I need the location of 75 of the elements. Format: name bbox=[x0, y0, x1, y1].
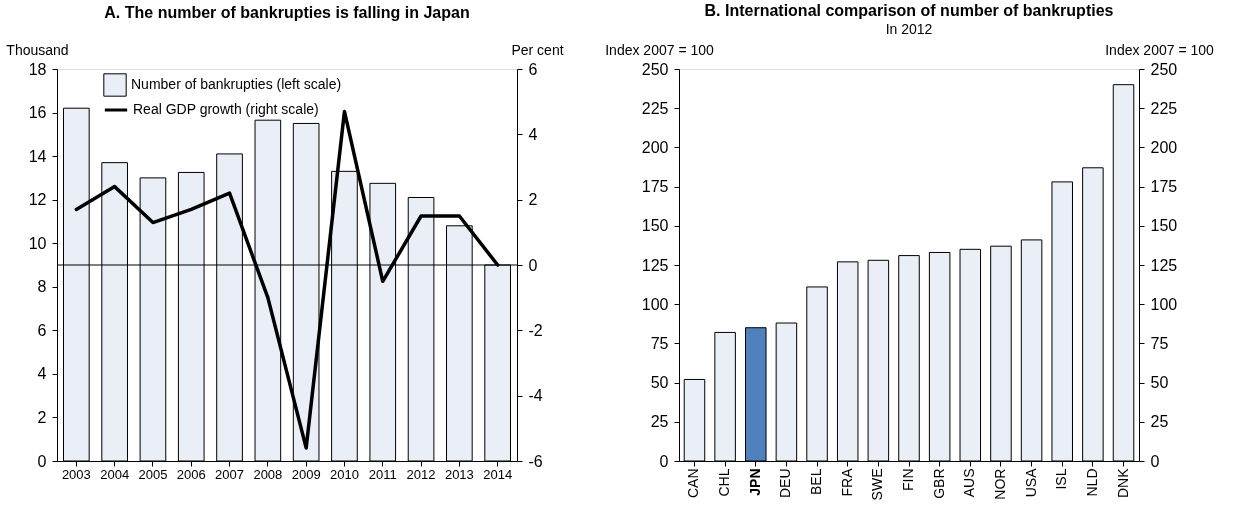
y2-tick-label: 4 bbox=[528, 125, 538, 143]
y-tick-label: 12 bbox=[28, 191, 47, 209]
x-tick-label: 2008 bbox=[253, 466, 283, 482]
y2-tick-label: 225 bbox=[1150, 99, 1178, 117]
y-tick-label: 0 bbox=[37, 452, 47, 470]
y2-tick-label: 0 bbox=[1150, 452, 1160, 470]
chart-title: A. The number of bankrupties is falling in Japan bbox=[104, 4, 470, 21]
legend-label: Real GDP growth (right scale) bbox=[133, 101, 319, 117]
y-tick-label: 250 bbox=[641, 60, 669, 78]
x-tick-label: JPN bbox=[746, 468, 763, 496]
x-tick-label: NLD bbox=[1083, 468, 1100, 497]
x-tick-label: ISL bbox=[1053, 468, 1070, 490]
x-tick-label: GBR bbox=[930, 468, 947, 499]
x-tick-label: 2006 bbox=[176, 466, 206, 482]
y2-tick-label: -4 bbox=[528, 387, 543, 405]
x-tick-label: FRA bbox=[838, 467, 855, 497]
y2-tick-label: 175 bbox=[1150, 178, 1178, 196]
x-tick-label: 2007 bbox=[215, 466, 245, 482]
x-tick-label: 2010 bbox=[329, 466, 359, 482]
legend-label: Number of bankrupties (left scale) bbox=[131, 76, 342, 92]
x-tick-label: 2014 bbox=[483, 466, 513, 482]
y-tick-label: 4 bbox=[37, 365, 47, 383]
x-tick-label: 2013 bbox=[444, 466, 474, 482]
y2-tick-label: 150 bbox=[1150, 217, 1178, 235]
y2-tick-label: 25 bbox=[1150, 413, 1169, 431]
y-tick-label: 6 bbox=[37, 321, 47, 339]
y2-tick-label: 125 bbox=[1150, 256, 1178, 274]
x-tick-label: NOR bbox=[991, 468, 1008, 500]
x-tick-label: 2004 bbox=[100, 466, 130, 482]
x-tick-label: 2003 bbox=[61, 466, 91, 482]
x-tick-label: DNK bbox=[1114, 467, 1131, 499]
x-tick-label: 2012 bbox=[406, 466, 436, 482]
y-tick-label: 175 bbox=[641, 178, 669, 196]
y2-axis-title: Index 2007 = 100 bbox=[1105, 41, 1214, 58]
x-tick-label: AUS bbox=[961, 468, 978, 498]
y-tick-label: 0 bbox=[659, 452, 669, 470]
y-tick-label: 75 bbox=[650, 334, 669, 352]
x-tick-label: SWE bbox=[869, 468, 886, 501]
x-tick-label: BEL bbox=[808, 468, 825, 495]
y-tick-label: 18 bbox=[28, 60, 47, 78]
y-axis-title: Thousand bbox=[6, 41, 69, 58]
y-tick-label: 8 bbox=[37, 278, 47, 296]
y2-tick-label: 200 bbox=[1150, 138, 1178, 156]
y2-tick-label: 250 bbox=[1150, 60, 1178, 78]
y-tick-label: 150 bbox=[641, 217, 669, 235]
y2-axis-title: Per cent bbox=[511, 41, 564, 58]
y-tick-label: 200 bbox=[641, 138, 669, 156]
y2-tick-label: -2 bbox=[528, 321, 543, 339]
x-tick-label: 2009 bbox=[291, 466, 321, 482]
chart-title: B. International comparison of number of bankrupties bbox=[704, 2, 1114, 19]
x-tick-label: CAN bbox=[685, 468, 702, 499]
x-tick-label: 2011 bbox=[368, 466, 397, 482]
y-axis-title: Index 2007 = 100 bbox=[605, 41, 714, 58]
y-tick-label: 125 bbox=[641, 256, 669, 274]
y2-tick-label: 50 bbox=[1150, 374, 1169, 392]
y2-tick-label: 2 bbox=[528, 191, 538, 209]
y-tick-label: 10 bbox=[28, 234, 47, 252]
y-tick-label: 2 bbox=[37, 408, 47, 426]
y2-tick-label: 75 bbox=[1150, 334, 1169, 352]
x-tick-label: CHL bbox=[716, 468, 733, 497]
x-tick-label: DEU bbox=[777, 468, 794, 499]
y-tick-label: 50 bbox=[650, 374, 669, 392]
chart-subtitle: In 2012 bbox=[885, 21, 933, 37]
y-tick-label: 14 bbox=[28, 147, 47, 165]
x-tick-label: 2005 bbox=[138, 466, 168, 482]
x-tick-label: USA bbox=[1022, 467, 1039, 498]
y-tick-label: 25 bbox=[650, 413, 669, 431]
y2-tick-label: 0 bbox=[528, 256, 538, 274]
x-tick-label: FIN bbox=[900, 468, 916, 492]
y-tick-label: 100 bbox=[641, 295, 669, 313]
y2-tick-label: 100 bbox=[1150, 295, 1178, 313]
y-tick-label: 225 bbox=[641, 99, 669, 117]
y-tick-label: 16 bbox=[28, 104, 47, 122]
y2-tick-label: -6 bbox=[528, 452, 543, 470]
y2-tick-label: 6 bbox=[528, 60, 538, 78]
